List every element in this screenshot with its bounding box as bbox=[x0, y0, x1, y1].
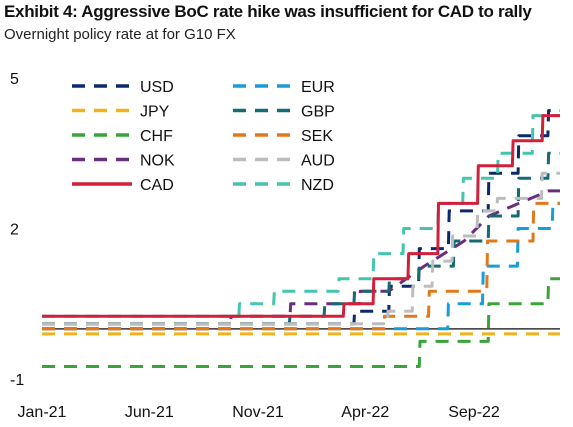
series-line-usd bbox=[42, 109, 560, 326]
series-line-nzd bbox=[42, 114, 560, 318]
legend-label-jpy: JPY bbox=[140, 104, 170, 121]
legend-label-aud: AUD bbox=[301, 153, 335, 170]
y-tick-label: 2 bbox=[10, 222, 19, 239]
series-line-gbp bbox=[42, 151, 560, 326]
series-line-chf bbox=[42, 277, 560, 368]
series-line-sek bbox=[42, 201, 560, 331]
legend-label-gbp: GBP bbox=[301, 104, 335, 121]
legend-label-sek: SEK bbox=[301, 128, 333, 145]
series-line-aud bbox=[42, 171, 560, 326]
legend: USD JPY CHF NOK CAD EUR GBP SEK AUD NZD bbox=[72, 79, 335, 194]
legend-label-chf: CHF bbox=[140, 128, 173, 145]
legend-label-eur: EUR bbox=[301, 79, 335, 96]
legend-label-cad: CAD bbox=[140, 177, 174, 194]
x-tick-label: Jun-21 bbox=[125, 404, 174, 421]
y-tick-label: -1 bbox=[10, 372, 24, 389]
x-tick-label: Apr-22 bbox=[341, 404, 389, 421]
x-tick-label: Jan-21 bbox=[18, 404, 67, 421]
legend-label-usd: USD bbox=[140, 79, 174, 96]
legend-label-nzd: NZD bbox=[301, 177, 334, 194]
chart-subtitle: Overnight policy rate at for G10 FX bbox=[4, 26, 236, 43]
x-axis: Jan-21 Jun-21 Nov-21 Apr-22 Sep-22 bbox=[18, 404, 500, 421]
x-tick-label: Nov-21 bbox=[232, 404, 284, 421]
series-lines bbox=[42, 109, 560, 368]
y-tick-label: 5 bbox=[10, 71, 19, 88]
series-line-cad bbox=[42, 114, 560, 318]
legend-label-nok: NOK bbox=[140, 153, 175, 170]
chart-title: Exhibit 4: Aggressive BoC rate hike was … bbox=[4, 2, 532, 21]
x-tick-label: Sep-22 bbox=[448, 404, 500, 421]
series-line-eur bbox=[42, 201, 560, 331]
y-axis: 5 2 -1 bbox=[10, 71, 24, 389]
